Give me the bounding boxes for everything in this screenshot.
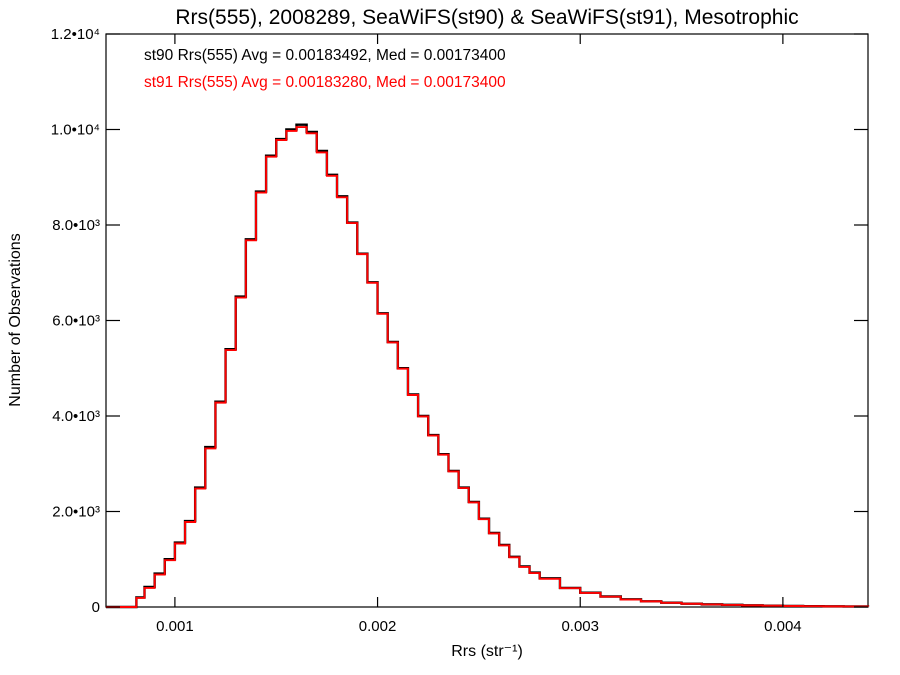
- x-axis-label: Rrs (str⁻¹): [451, 643, 523, 660]
- x-axis: 0.001 0.002 0.003 0.004: [156, 34, 802, 635]
- series-layer: [106, 123, 870, 609]
- legend-entry-2: st91 Rrs(555) Avg = 0.00183280, Med = 0.…: [144, 74, 506, 91]
- y-tick-label-6: 1.0•10⁴: [51, 122, 100, 139]
- y-tick-label-7: 1.2•10⁴: [51, 26, 100, 43]
- series-line-1: [106, 123, 870, 609]
- y-axis-label: Number of Observations: [7, 233, 24, 406]
- plot-area-frame: [105, 33, 869, 608]
- chart-title: Rrs(555), 2008289, SeaWiFS(st90) & SeaWi…: [175, 6, 798, 29]
- y-tick-label-1: 0: [92, 599, 100, 616]
- x-tick-label-3: 0.003: [561, 618, 599, 635]
- x-tick-label-4: 0.004: [764, 618, 802, 635]
- y-tick-label-2: 2.0•10³: [52, 504, 100, 521]
- y-tick-label-4: 6.0•10³: [52, 313, 100, 330]
- legend-entry-1: st90 Rrs(555) Avg = 0.00183492, Med = 0.…: [144, 47, 506, 64]
- y-axis: 0 2.0•10³ 4.0•10³ 6.0•10³ 8.0•10³ 1.0•10⁴ 1.2•…: [51, 26, 868, 616]
- legend: st90 Rrs(555) Avg = 0.00183492, Med = 0.…: [144, 47, 506, 91]
- x-tick-label-2: 0.002: [359, 618, 397, 635]
- x-tick-label-1: 0.001: [156, 618, 194, 635]
- series-line-2: [106, 126, 869, 608]
- y-tick-label-5: 8.0•10³: [52, 217, 100, 234]
- y-tick-label-3: 4.0•10³: [52, 408, 100, 425]
